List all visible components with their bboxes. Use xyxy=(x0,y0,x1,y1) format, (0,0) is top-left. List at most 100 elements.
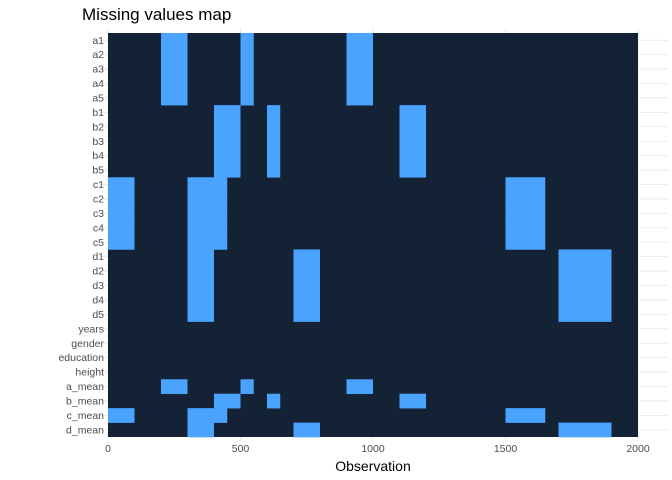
y-tick-label: c4 xyxy=(93,222,104,234)
missing-cell-a2 xyxy=(346,47,373,63)
missing-cell-b3 xyxy=(267,134,281,149)
y-tick-label: b5 xyxy=(92,165,104,177)
y-tick-label: c5 xyxy=(93,237,104,249)
missing-cell-a_mean xyxy=(346,379,373,395)
missing-cell-b5 xyxy=(399,162,426,178)
missing-cell-d3 xyxy=(187,278,214,294)
missing-cell-a4 xyxy=(161,76,188,92)
y-tick-label: d5 xyxy=(92,309,104,321)
y-tick-label: height xyxy=(75,367,104,379)
y-tick-label: c3 xyxy=(93,208,104,220)
missing-cell-c2 xyxy=(187,191,228,207)
missing-cell-a5 xyxy=(346,90,373,106)
missing-cell-d_mean xyxy=(558,422,612,438)
missing-cell-b1 xyxy=(214,105,241,120)
missing-cell-d5 xyxy=(558,307,612,322)
y-tick-label: d2 xyxy=(92,266,104,278)
missing-cell-a5 xyxy=(161,90,188,106)
y-tick-label: education xyxy=(58,352,104,364)
missing-cell-b5 xyxy=(214,162,241,178)
missing-cell-b1 xyxy=(399,105,426,120)
x-axis-label: Observation xyxy=(335,458,410,474)
y-tick-label: a4 xyxy=(92,78,104,90)
missing-cell-b2 xyxy=(267,119,281,135)
missing-cell-a4 xyxy=(346,76,373,92)
missing-cell-b2 xyxy=(399,119,426,135)
missing-cell-b3 xyxy=(214,134,241,149)
missing-cell-a3 xyxy=(346,61,373,77)
y-tick-label: d4 xyxy=(92,295,104,307)
missing-cell-d1 xyxy=(187,249,214,265)
missing-cell-a3 xyxy=(240,61,254,77)
missing-cell-d2 xyxy=(187,263,214,279)
missing-cell-d3 xyxy=(293,278,320,294)
missing-cell-a2 xyxy=(240,47,254,63)
missing-cell-a5 xyxy=(240,90,254,106)
missing-cell-c3 xyxy=(505,206,546,221)
y-tick-label: b3 xyxy=(92,136,104,148)
missing-cell-a1 xyxy=(240,33,254,48)
missing-cell-a_mean xyxy=(161,379,188,395)
x-tick-label: 1500 xyxy=(494,443,518,455)
missing-cell-d_mean xyxy=(293,422,320,438)
y-tick-label: a_mean xyxy=(66,381,104,393)
missing-cell-b4 xyxy=(267,148,281,164)
missing-cell-c2 xyxy=(108,191,135,207)
missing-cell-d_mean xyxy=(187,422,214,438)
missing-cell-b4 xyxy=(214,148,241,164)
x-tick-label: 2000 xyxy=(626,443,650,455)
missing-cell-c4 xyxy=(505,220,546,236)
missing-cell-d4 xyxy=(187,292,214,308)
missing-cell-b5 xyxy=(267,162,281,178)
missing-cell-b2 xyxy=(214,119,241,135)
y-tick-label: d3 xyxy=(92,280,104,292)
x-tick-label: 0 xyxy=(105,443,111,455)
x-tick-label: 500 xyxy=(232,443,250,455)
y-tick-label: gender xyxy=(71,338,104,350)
missing-cell-c4 xyxy=(108,220,135,236)
y-tick-label: d_mean xyxy=(66,424,104,436)
missing-cell-c3 xyxy=(108,206,135,221)
y-tick-label: b_mean xyxy=(66,396,104,408)
missing-cell-b_mean xyxy=(214,393,241,409)
missing-cell-a2 xyxy=(161,47,188,63)
y-tick-label: b2 xyxy=(92,121,104,133)
missing-cell-d3 xyxy=(558,278,612,294)
missing-cells xyxy=(108,33,612,438)
y-tick-label: c1 xyxy=(93,179,104,191)
missing-cell-d5 xyxy=(187,307,214,322)
y-tick-label: c2 xyxy=(93,194,104,206)
y-tick-label: d1 xyxy=(92,251,104,263)
chart-title: Missing values map xyxy=(82,5,231,24)
missing-cell-b_mean xyxy=(399,393,426,409)
missing-cell-c3 xyxy=(187,206,228,221)
missing-cell-c1 xyxy=(505,177,546,193)
y-tick-label: a2 xyxy=(92,49,104,61)
missing-cell-c_mean xyxy=(108,408,135,423)
missing-cell-d5 xyxy=(293,307,320,322)
y-tick-label: b4 xyxy=(92,150,104,162)
missing-cell-b1 xyxy=(267,105,281,120)
x-axis-ticks: 0 500 1000 1500 2000 xyxy=(105,443,650,455)
missing-cell-c1 xyxy=(187,177,228,193)
y-tick-label: b1 xyxy=(92,107,104,119)
missing-cell-d1 xyxy=(558,249,612,265)
missing-cell-d4 xyxy=(293,292,320,308)
missing-cell-a4 xyxy=(240,76,254,92)
missing-cell-d4 xyxy=(558,292,612,308)
missing-cell-c4 xyxy=(187,220,228,236)
missing-cell-b4 xyxy=(399,148,426,164)
missing-cell-a1 xyxy=(346,33,373,48)
missing-cell-c5 xyxy=(505,235,546,250)
missing-cell-b3 xyxy=(399,134,426,149)
missing-cell-c2 xyxy=(505,191,546,207)
y-tick-label: a5 xyxy=(92,93,104,105)
y-tick-label: years xyxy=(78,323,104,335)
y-tick-label: a1 xyxy=(92,35,104,47)
y-tick-label: c_mean xyxy=(67,410,105,422)
missing-cell-b_mean xyxy=(267,393,281,409)
y-axis-labels: a1 a2 a3 a4 a5 b1 b2 b3 b4 b5 c1 c2 c3 c4 c5 d1 d2 d3 d4 d5… xyxy=(58,35,104,437)
missing-cell-d2 xyxy=(558,263,612,279)
missing-cell-d1 xyxy=(293,249,320,265)
